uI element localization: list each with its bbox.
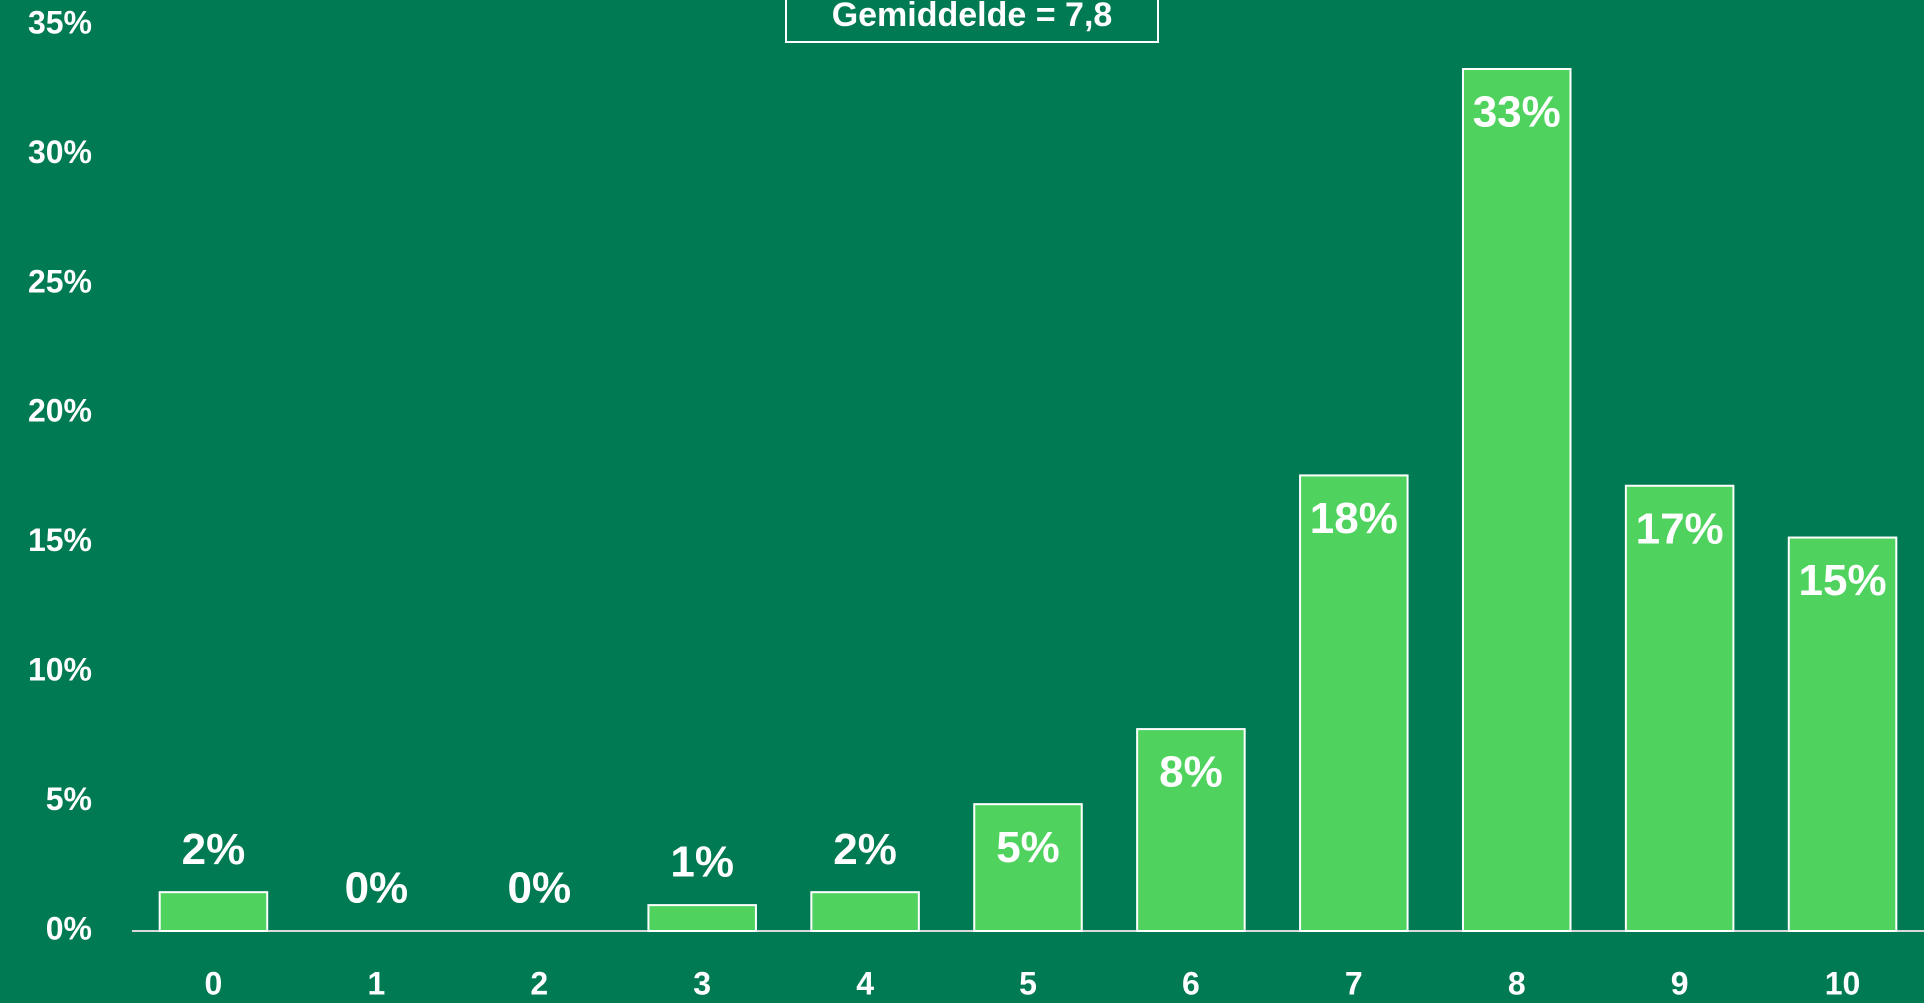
x-tick-label: 9 — [1671, 965, 1689, 1001]
x-tick-label: 8 — [1508, 965, 1526, 1001]
annotation: Gemiddelde = 7,8 — [832, 0, 1113, 34]
y-tick-label: 30% — [28, 134, 92, 170]
bar — [1461, 68, 1572, 932]
data-label: 17% — [1636, 504, 1724, 553]
bar — [647, 904, 757, 932]
data-label: 0% — [345, 864, 409, 913]
x-tick-label: 4 — [856, 965, 874, 1001]
x-tick-label: 7 — [1345, 965, 1363, 1001]
bar — [973, 803, 1083, 932]
y-tick-label: 25% — [28, 263, 92, 299]
x-tick-label: 5 — [1019, 965, 1037, 1001]
bar — [1136, 728, 1246, 932]
bar — [1787, 536, 1898, 933]
data-label: 33% — [1473, 88, 1561, 137]
bar — [1299, 474, 1409, 932]
data-label: 2% — [833, 825, 897, 874]
x-tick-label: 10 — [1825, 965, 1861, 1001]
bar — [158, 891, 269, 933]
data-label: 15% — [1799, 556, 1887, 605]
x-tick-label: 3 — [693, 965, 711, 1001]
y-tick-label: 15% — [28, 522, 92, 558]
x-tick-label: 1 — [367, 965, 385, 1001]
data-label: 2% — [182, 825, 246, 874]
y-tick-label: 0% — [46, 910, 92, 946]
y-tick-label: 10% — [28, 652, 92, 688]
data-label: 8% — [1159, 748, 1223, 797]
data-label: 5% — [996, 823, 1060, 872]
bar — [1624, 484, 1735, 932]
data-label: 1% — [670, 838, 734, 887]
y-tick-label: 35% — [28, 4, 92, 40]
x-tick-label: 2 — [530, 965, 548, 1001]
annotation-box — [785, 0, 1159, 43]
bar — [810, 891, 920, 933]
data-label: 0% — [507, 864, 571, 913]
data-label: 18% — [1310, 494, 1398, 543]
y-tick-label: 20% — [28, 393, 92, 429]
x-tick-label: 0 — [205, 965, 223, 1001]
y-tick-label: 5% — [46, 781, 92, 817]
x-tick-label: 6 — [1182, 965, 1200, 1001]
